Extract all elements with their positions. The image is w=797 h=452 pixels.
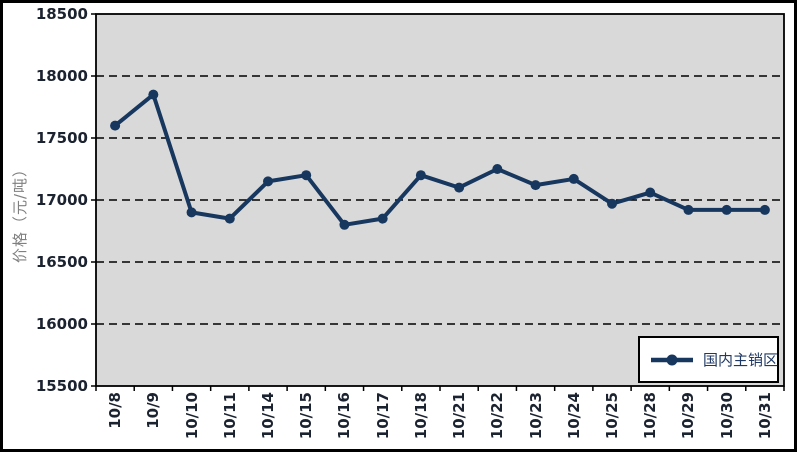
x-tick-label: 10/30 bbox=[717, 392, 736, 440]
x-tick-label: 10/16 bbox=[335, 392, 354, 440]
x-tick-label: 10/17 bbox=[373, 392, 392, 440]
x-tick-label: 10/10 bbox=[182, 392, 201, 440]
legend-line-marker-icon bbox=[651, 354, 693, 365]
x-tick-label: 10/18 bbox=[411, 392, 430, 440]
x-tick-label: 10/24 bbox=[564, 392, 583, 440]
x-tick-label: 10/25 bbox=[603, 392, 621, 440]
y-tick-label: 16000 bbox=[35, 315, 88, 333]
y-tick-label: 18000 bbox=[35, 67, 88, 85]
x-tick-label: 10/31 bbox=[755, 392, 774, 440]
legend-series-label: 国内主销区 bbox=[703, 351, 779, 369]
x-tick-label: 10/23 bbox=[526, 392, 545, 440]
legend: 国内主销区 bbox=[638, 336, 779, 383]
x-tick-label: 10/22 bbox=[488, 392, 507, 440]
x-tick-label: 10/28 bbox=[641, 392, 660, 440]
x-tick-label: 10/8 bbox=[106, 392, 125, 429]
y-tick-label: 17500 bbox=[35, 129, 88, 147]
x-tick-label: 10/11 bbox=[220, 392, 239, 440]
y-tick-label: 18500 bbox=[35, 5, 88, 23]
x-tick-label: 10/29 bbox=[679, 392, 698, 440]
y-tick-label: 16500 bbox=[35, 253, 88, 271]
x-tick-label: 10/14 bbox=[259, 392, 277, 440]
x-tick-label: 10/9 bbox=[144, 392, 163, 429]
x-tick-label: 10/21 bbox=[450, 392, 469, 440]
y-tick-label: 17000 bbox=[35, 191, 88, 209]
y-tick-label: 15500 bbox=[35, 377, 88, 395]
x-tick-label: 10/15 bbox=[297, 392, 316, 440]
